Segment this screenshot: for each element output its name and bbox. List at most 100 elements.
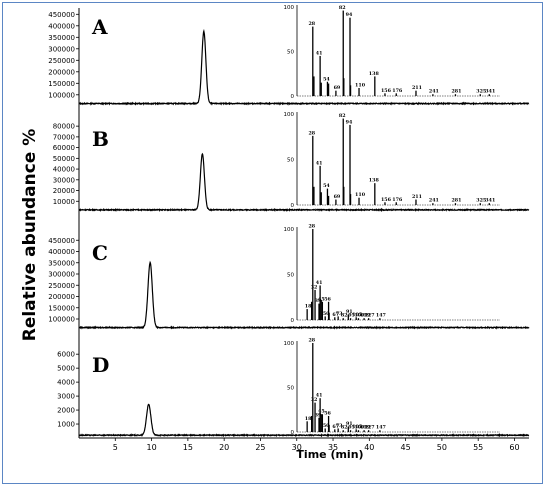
spectrum-peak-label: 50: [323, 311, 330, 317]
chromatogram-trace-c: [78, 260, 530, 330]
spectrum-y-tick-label: 100: [284, 112, 295, 118]
spectrum-peak-label: 18: [305, 416, 312, 422]
y-tick-label: 300000: [48, 271, 75, 279]
x-tick-label: 30: [292, 443, 302, 452]
panel-label-a: A: [91, 15, 108, 39]
y-tick-label: 100000: [48, 316, 75, 324]
spectrum-peak-label: 82: [339, 5, 346, 11]
x-tick-label: 35: [328, 443, 338, 452]
spectrum-peak-label: 69: [334, 194, 341, 200]
y-tick-label: 200000: [48, 293, 75, 301]
spectrum-peak-label: 241: [429, 198, 439, 204]
y-tick-label: 4000: [57, 379, 75, 387]
y-tick-label: 6000: [57, 351, 75, 359]
spectrum-peak-label: 241: [429, 89, 439, 95]
chromatogram-trace-a: [78, 28, 530, 106]
chromatogram-trace-b: [78, 152, 530, 213]
spectrum-peak-label: 69: [334, 85, 341, 91]
y-tick-label: 80000: [53, 123, 75, 131]
y-tick-label: 350000: [48, 34, 75, 42]
spectrum-peak-label: 50: [323, 423, 330, 429]
spectrum-peak-label: 138: [369, 71, 380, 77]
y-tick-label: 5000: [57, 365, 75, 373]
y-tick-label: 250000: [48, 282, 75, 290]
spectrum-peak-label: 41: [316, 160, 323, 166]
spectrum-peak-label: 156: [381, 197, 392, 203]
spectrum-peak-label: 147: [376, 313, 386, 319]
spectrum-peak-label: 105: [352, 312, 362, 318]
spectrum-peak-label: 82: [341, 425, 348, 431]
x-axis-label: Time (min): [296, 448, 364, 461]
spectrum-peak-label: 32: [311, 284, 318, 290]
spectrum-y-tick-label: 50: [287, 386, 294, 392]
y-axis-label: Relative abundance %: [20, 128, 40, 342]
spectrum-peak-label: 109: [354, 313, 365, 319]
y-tick-label: 20000: [53, 187, 75, 195]
x-tick-label: 45: [401, 443, 411, 452]
spectrum-peak-label: 73: [336, 423, 343, 429]
x-tick-label: 5: [113, 443, 118, 452]
spectrum-peak-label: 28: [308, 338, 315, 344]
spectrum-peak-label: 119: [360, 313, 371, 319]
spectrum-y-tick-label: 100: [284, 227, 295, 233]
spectrum-peak-label: 110: [355, 192, 366, 198]
x-tick-label: 20: [219, 443, 229, 452]
spectrum-peak-label: 138: [369, 178, 380, 184]
y-tick-label: 50000: [53, 155, 75, 163]
spectrum-peak-label: 94: [346, 12, 353, 18]
y-tick-label: 40000: [53, 166, 75, 174]
spectrum-peak-label: 18: [305, 304, 312, 310]
y-tick-label: 200000: [48, 68, 75, 76]
panel-label-d: D: [92, 353, 109, 377]
x-tick-label: 25: [255, 443, 265, 452]
spectrum-peak-label: 325: [476, 198, 486, 204]
spectrum-peak-label: 341: [485, 89, 495, 95]
spectrum-y-tick-label: 50: [287, 273, 294, 279]
spectrum-peak-label: 39: [315, 298, 322, 304]
spectrum-peak-label: 82: [341, 313, 348, 319]
y-tick-label: 150000: [48, 80, 75, 88]
chromatogram-trace-d: [78, 403, 530, 438]
spectrum-peak-label: 32: [311, 397, 318, 403]
panel-label-c: C: [92, 241, 108, 265]
spectrum-peak-label: 56: [324, 410, 331, 416]
spectrum-y-tick-label: 100: [284, 5, 295, 11]
spectrum-peak-label: 41: [316, 50, 323, 56]
spectrum-peak-label: 325: [476, 89, 486, 95]
x-tick-label: 50: [437, 443, 447, 452]
spectrum-peak-label: 110: [355, 82, 366, 88]
spectrum-peak-label: 119: [360, 425, 371, 431]
spectrum-y-tick-label: 0: [291, 318, 295, 324]
spectrum-peak-label: 41: [316, 280, 323, 286]
spectrum-peak-label: 39: [315, 412, 322, 418]
spectrum-y-tick-label: 0: [291, 203, 295, 209]
y-tick-label: 70000: [53, 133, 75, 141]
y-tick-label: 30000: [53, 176, 75, 184]
y-tick-label: 150000: [48, 304, 75, 312]
panel-label-b: B: [92, 127, 109, 151]
spectrum-peak-label: 176: [392, 197, 403, 203]
y-tick-label: 400000: [48, 248, 75, 256]
y-tick-label: 250000: [48, 57, 75, 65]
spectrum-y-tick-label: 50: [287, 50, 294, 56]
x-tick-label: 15: [183, 443, 193, 452]
y-tick-label: 100000: [48, 91, 75, 99]
spectrum-peak-label: 54: [323, 183, 330, 189]
spectrum-peak-label: 105: [352, 424, 362, 430]
spectrum-peak-label: 45: [318, 409, 325, 415]
spectrum-peak-label: 28: [308, 21, 315, 27]
spectrum-peak-label: 147: [376, 425, 386, 431]
spectrum-peak-label: 41: [316, 393, 323, 399]
y-tick-label: 10000: [53, 198, 75, 206]
spectrum-peak-label: 95: [348, 313, 355, 319]
spectrum-peak-label: 73: [336, 311, 343, 317]
spectrum-y-tick-label: 0: [291, 430, 295, 436]
spectrum-peak-label: 28: [308, 130, 315, 136]
spectrum-peak-label: 281: [451, 198, 461, 204]
spectrum-y-tick-label: 100: [284, 341, 295, 347]
spectrum-peak-label: 281: [451, 89, 461, 95]
figure-frame: [2, 2, 543, 484]
spectrum-peak-label: 211: [412, 85, 422, 91]
y-tick-label: 300000: [48, 45, 75, 53]
spectrum-peak-label: 45: [318, 296, 325, 302]
